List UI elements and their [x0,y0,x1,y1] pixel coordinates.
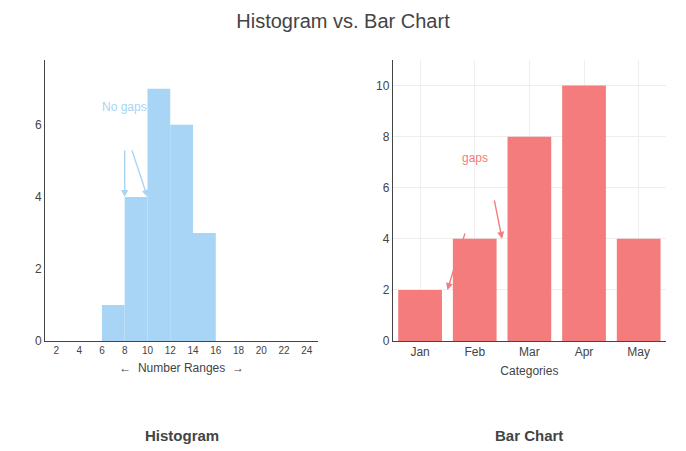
svg-text:20: 20 [256,345,268,356]
svg-text:10: 10 [376,79,390,93]
svg-text:Feb: Feb [464,345,485,359]
svg-text:8: 8 [383,130,390,144]
svg-text:← Number Ranges →: ← Number Ranges → [119,361,244,375]
svg-text:May: May [627,345,650,359]
svg-text:6: 6 [99,345,105,356]
svg-text:Bar Chart: Bar Chart [495,427,563,444]
svg-text:2: 2 [54,345,60,356]
svg-text:18: 18 [233,345,245,356]
svg-text:Jan: Jan [410,345,429,359]
svg-text:14: 14 [187,345,199,356]
svg-text:Mar: Mar [519,345,540,359]
svg-text:4: 4 [383,232,390,246]
svg-text:Histogram vs. Bar Chart: Histogram vs. Bar Chart [236,10,450,32]
svg-text:10: 10 [142,345,154,356]
svg-text:Categories: Categories [500,364,558,378]
svg-text:2: 2 [35,262,42,276]
svg-text:6: 6 [35,118,42,132]
svg-text:0: 0 [35,334,42,348]
svg-text:24: 24 [301,345,313,356]
svg-text:No gaps: No gaps [102,100,147,114]
svg-text:22: 22 [279,345,291,356]
svg-text:2: 2 [383,283,390,297]
svg-text:4: 4 [35,190,42,204]
svg-text:4: 4 [76,345,82,356]
svg-text:16: 16 [210,345,222,356]
svg-text:gaps: gaps [462,151,488,165]
svg-text:8: 8 [122,345,128,356]
svg-text:12: 12 [165,345,177,356]
svg-text:Histogram: Histogram [145,427,219,444]
svg-text:0: 0 [383,334,390,348]
svg-text:Apr: Apr [575,345,594,359]
svg-text:6: 6 [383,181,390,195]
